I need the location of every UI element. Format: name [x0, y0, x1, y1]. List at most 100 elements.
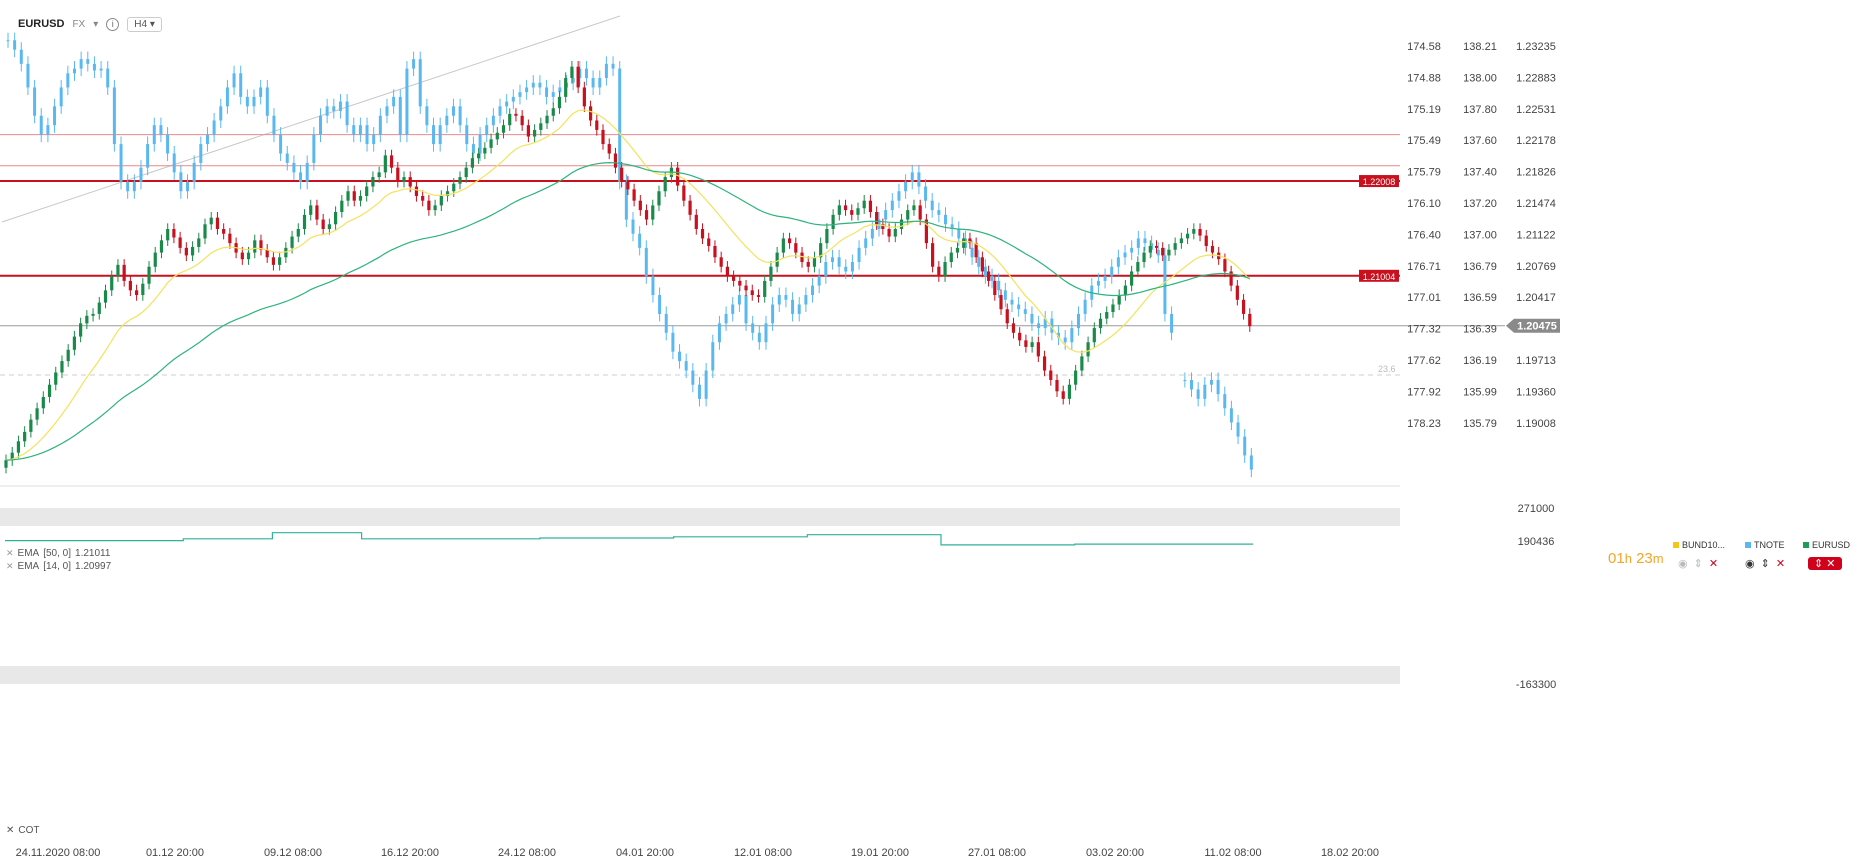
candle	[769, 266, 773, 281]
compare-candle	[79, 59, 83, 69]
compare-candle	[152, 125, 156, 145]
sort-icon[interactable]: ⇕	[1760, 558, 1770, 570]
x-tick-label: 24.11.2020 08:00	[16, 847, 101, 859]
candle	[60, 361, 64, 373]
candle	[377, 172, 381, 178]
compare-candle	[1037, 323, 1041, 329]
compare-candle	[884, 210, 888, 220]
sub-panel-label: COT	[18, 825, 40, 836]
close-icon[interactable]: ✕	[6, 548, 14, 558]
candle	[564, 78, 568, 97]
compare-candle	[644, 247, 648, 277]
level-tag	[1359, 175, 1399, 188]
compare-candle	[378, 115, 382, 135]
compare-candle	[1116, 257, 1120, 267]
close-icon[interactable]: ✕	[1775, 558, 1786, 570]
compare-candle	[26, 63, 30, 88]
compare-legend-eurusd[interactable]: EURUSD	[1803, 540, 1850, 550]
candle	[1042, 356, 1047, 371]
compare-candle	[658, 295, 662, 314]
candle	[246, 252, 251, 260]
candle	[850, 210, 854, 215]
compare-name: TNOTE	[1754, 540, 1785, 550]
candle	[1185, 233, 1190, 239]
candle	[1111, 304, 1115, 313]
candle	[495, 132, 499, 140]
candle	[980, 257, 984, 272]
compare-candle	[252, 96, 256, 107]
close-icon[interactable]: ✕	[6, 561, 14, 571]
compare-candle	[358, 125, 362, 135]
cot-tick-label: 271000	[1518, 503, 1555, 515]
compare-candle	[791, 299, 795, 314]
candle	[334, 212, 338, 225]
eye-icon[interactable]: ◉	[1745, 558, 1755, 570]
compare-candle	[664, 313, 668, 333]
compare-candle	[179, 172, 183, 192]
eye-icon[interactable]: ◉	[1678, 558, 1688, 570]
compare-candle	[1003, 290, 1007, 300]
sort-icon[interactable]: ⇕	[1693, 558, 1703, 570]
compare-candle	[1209, 379, 1213, 385]
compare-candle	[106, 68, 110, 88]
compare-candle	[146, 144, 150, 168]
indicator-legend-ema14[interactable]: ✕ EMA [14, 0] 1.20997	[6, 561, 111, 572]
candle	[1005, 309, 1009, 324]
candle	[713, 245, 717, 258]
sub-panel-legend[interactable]: ✕ COT	[6, 825, 40, 836]
compare-candle	[717, 323, 721, 343]
chart-type-button[interactable]: ⇕ ✕	[1808, 557, 1842, 570]
compare-candle	[1143, 238, 1147, 244]
candle	[141, 283, 145, 296]
compare-candle	[498, 106, 502, 116]
compare-candle	[671, 332, 675, 352]
compare-candle	[704, 370, 708, 399]
candle	[190, 246, 195, 256]
compare-candle	[784, 295, 788, 300]
chevron-down-icon[interactable]: ▾	[93, 18, 99, 30]
candle	[868, 200, 873, 213]
compare-candle	[159, 125, 163, 135]
candle	[41, 396, 45, 409]
compare-candle	[757, 332, 761, 343]
close-icon[interactable]: ✕	[6, 825, 15, 836]
candle	[557, 96, 562, 109]
candle	[396, 167, 400, 182]
compare-candle	[92, 63, 96, 71]
symbol-name[interactable]: EURUSD	[18, 18, 65, 30]
candle	[651, 205, 655, 220]
candle	[707, 238, 711, 246]
y-tick-label-tertiary: 177.92	[1407, 386, 1441, 398]
y-tick-label: 1.19360	[1516, 386, 1556, 398]
compare-candle	[764, 323, 768, 343]
close-icon[interactable]: ✕	[1708, 558, 1719, 570]
chart-toolbar: EURUSD FX ▾ i H4 ▾	[18, 14, 162, 34]
market-label: FX	[72, 18, 86, 30]
compare-candle	[372, 134, 376, 145]
candle	[931, 243, 935, 267]
compare-legend-bund[interactable]: BUND10...	[1673, 540, 1725, 550]
candle	[676, 167, 680, 186]
indicator-value: 1.20997	[75, 561, 112, 572]
compare-candle	[731, 304, 735, 314]
y-tick-label-tertiary: 177.01	[1407, 292, 1441, 304]
candle	[794, 243, 798, 253]
info-icon[interactable]: i	[106, 17, 120, 31]
candle	[365, 186, 369, 196]
y-tick-label: 1.22178	[1516, 135, 1556, 147]
compare-candle	[245, 96, 249, 107]
timeframe-select[interactable]: H4 ▾	[127, 16, 162, 32]
compare-candle	[518, 92, 522, 97]
compare-candle	[937, 210, 941, 215]
candle	[1061, 391, 1065, 399]
candle	[327, 224, 331, 229]
compare-candle	[837, 257, 841, 267]
compare-legend-tnote[interactable]: TNOTE	[1745, 540, 1785, 550]
level-tag	[1359, 269, 1399, 282]
candle	[421, 195, 425, 201]
compare-candle	[205, 134, 209, 145]
candle	[626, 181, 630, 190]
compare-candle	[844, 266, 848, 272]
indicator-legend-ema50[interactable]: ✕ EMA [50, 0] 1.21011	[6, 548, 110, 559]
